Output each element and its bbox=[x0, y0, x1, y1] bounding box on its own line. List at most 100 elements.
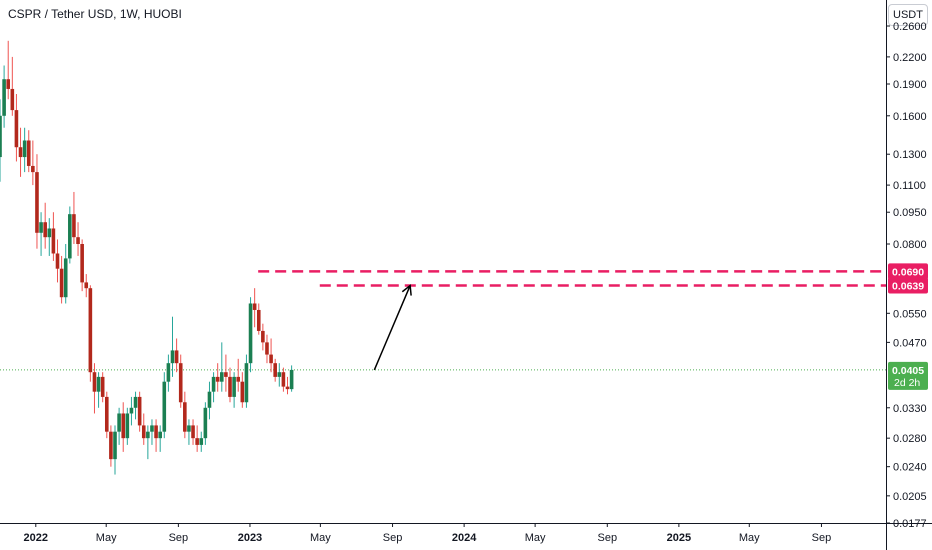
candle-body bbox=[137, 396, 142, 426]
currency-button[interactable]: USDT bbox=[888, 4, 928, 26]
candle-body bbox=[109, 431, 113, 460]
candle-body bbox=[63, 258, 68, 298]
x-tick-label: Sep bbox=[812, 532, 832, 544]
y-tick-label: 0.0177 bbox=[893, 518, 927, 530]
last-price-tag bbox=[888, 361, 928, 390]
candle-body bbox=[150, 425, 154, 432]
candle-body bbox=[18, 147, 23, 158]
candle-body bbox=[146, 431, 150, 439]
candle-body bbox=[84, 282, 89, 289]
candle-body bbox=[129, 407, 134, 414]
candle-body bbox=[265, 342, 269, 355]
y-tick-label: 0.0800 bbox=[893, 239, 927, 251]
candle-body bbox=[92, 372, 97, 392]
candle-body bbox=[35, 172, 39, 233]
candle-body bbox=[166, 363, 171, 382]
x-tick-label: Sep bbox=[383, 532, 403, 544]
y-tick-label: 0.2600 bbox=[893, 21, 927, 33]
candle-body bbox=[100, 376, 105, 397]
candle-body bbox=[285, 386, 290, 390]
candle-body bbox=[59, 268, 64, 298]
candle-body bbox=[187, 425, 191, 432]
x-tick-label: 2022 bbox=[24, 532, 48, 544]
candle-body bbox=[0, 115, 2, 158]
candle-body bbox=[31, 165, 35, 173]
x-tick-label: 2023 bbox=[238, 532, 262, 544]
resistance-price-label: 0.0690 bbox=[892, 266, 924, 278]
candle-body bbox=[113, 431, 117, 460]
candle-body bbox=[80, 244, 84, 283]
candle-body bbox=[170, 350, 175, 364]
candle-body bbox=[14, 110, 19, 148]
resistance-price-tag bbox=[888, 263, 928, 280]
candle-body bbox=[117, 413, 121, 432]
x-tick-label: Sep bbox=[598, 532, 618, 544]
y-tick-label: 0.1900 bbox=[893, 79, 927, 91]
y-tick-label: 0.0240 bbox=[893, 462, 927, 474]
candle-body bbox=[6, 79, 11, 89]
candle-body bbox=[125, 413, 130, 439]
candle-body bbox=[39, 222, 43, 233]
candle-body bbox=[10, 88, 15, 111]
x-tick-label: May bbox=[739, 532, 760, 544]
candle-body bbox=[2, 79, 6, 116]
y-tick-label: 0.0205 bbox=[893, 491, 927, 503]
candle-body bbox=[224, 372, 228, 377]
candle-body bbox=[76, 237, 80, 245]
candle-body bbox=[195, 438, 199, 445]
y-tick-label: 0.1600 bbox=[893, 111, 927, 123]
candle-body bbox=[277, 372, 282, 377]
y-tick-label: 0.0330 bbox=[893, 403, 927, 415]
x-tick-label: May bbox=[96, 532, 117, 544]
candle-body bbox=[141, 425, 146, 439]
candle-body bbox=[203, 407, 208, 439]
y-tick-label: 0.2200 bbox=[893, 52, 927, 64]
candle-body bbox=[55, 253, 60, 269]
candle-body bbox=[43, 222, 47, 238]
candle-body bbox=[211, 376, 216, 392]
candle-body bbox=[133, 396, 138, 408]
x-tick-label: Sep bbox=[169, 532, 189, 544]
candle-body bbox=[256, 309, 261, 331]
resistance-price-label: 0.0639 bbox=[892, 281, 924, 293]
candle-body bbox=[228, 376, 232, 397]
candle-body bbox=[162, 381, 167, 432]
candle-body bbox=[191, 425, 195, 439]
y-tick-label: 0.0280 bbox=[893, 433, 927, 445]
bar-countdown: 2d 2h bbox=[894, 377, 920, 389]
candle-body bbox=[178, 363, 183, 403]
y-tick-label: 0.1100 bbox=[893, 180, 926, 192]
candle-body bbox=[88, 288, 93, 373]
candle-body bbox=[174, 350, 179, 364]
y-tick-label: 0.0470 bbox=[893, 337, 927, 349]
candle-body bbox=[121, 413, 126, 439]
x-tick-label: May bbox=[525, 532, 546, 544]
candle-body bbox=[236, 376, 241, 382]
projection-arrow-head bbox=[401, 284, 412, 296]
candle-body bbox=[219, 372, 224, 382]
projection-arrow bbox=[373, 285, 411, 371]
y-tick-label: 0.1300 bbox=[893, 149, 927, 161]
candle-body bbox=[26, 140, 31, 166]
x-tick-label: 2025 bbox=[667, 532, 691, 544]
resistance-price-tag bbox=[888, 277, 928, 294]
candle-body bbox=[22, 140, 27, 158]
candle-body bbox=[207, 391, 212, 408]
last-price-label: 0.0405 bbox=[892, 365, 924, 377]
candle-body bbox=[104, 396, 109, 432]
candle-body bbox=[47, 228, 52, 238]
candle-body bbox=[269, 354, 273, 364]
candle-body bbox=[72, 214, 76, 238]
y-tick-label: 0.0950 bbox=[893, 207, 927, 219]
candle-body bbox=[289, 369, 294, 390]
candle-body bbox=[154, 425, 158, 439]
candle-body bbox=[240, 381, 245, 403]
candle-body bbox=[199, 438, 204, 445]
candle-body bbox=[68, 214, 72, 259]
candle-body bbox=[96, 376, 101, 392]
chart-title: CSPR / Tether USD, 1W, HUOBI bbox=[8, 7, 182, 21]
candle-body bbox=[51, 228, 56, 254]
candle-body bbox=[232, 376, 236, 397]
candle-body bbox=[248, 303, 253, 364]
